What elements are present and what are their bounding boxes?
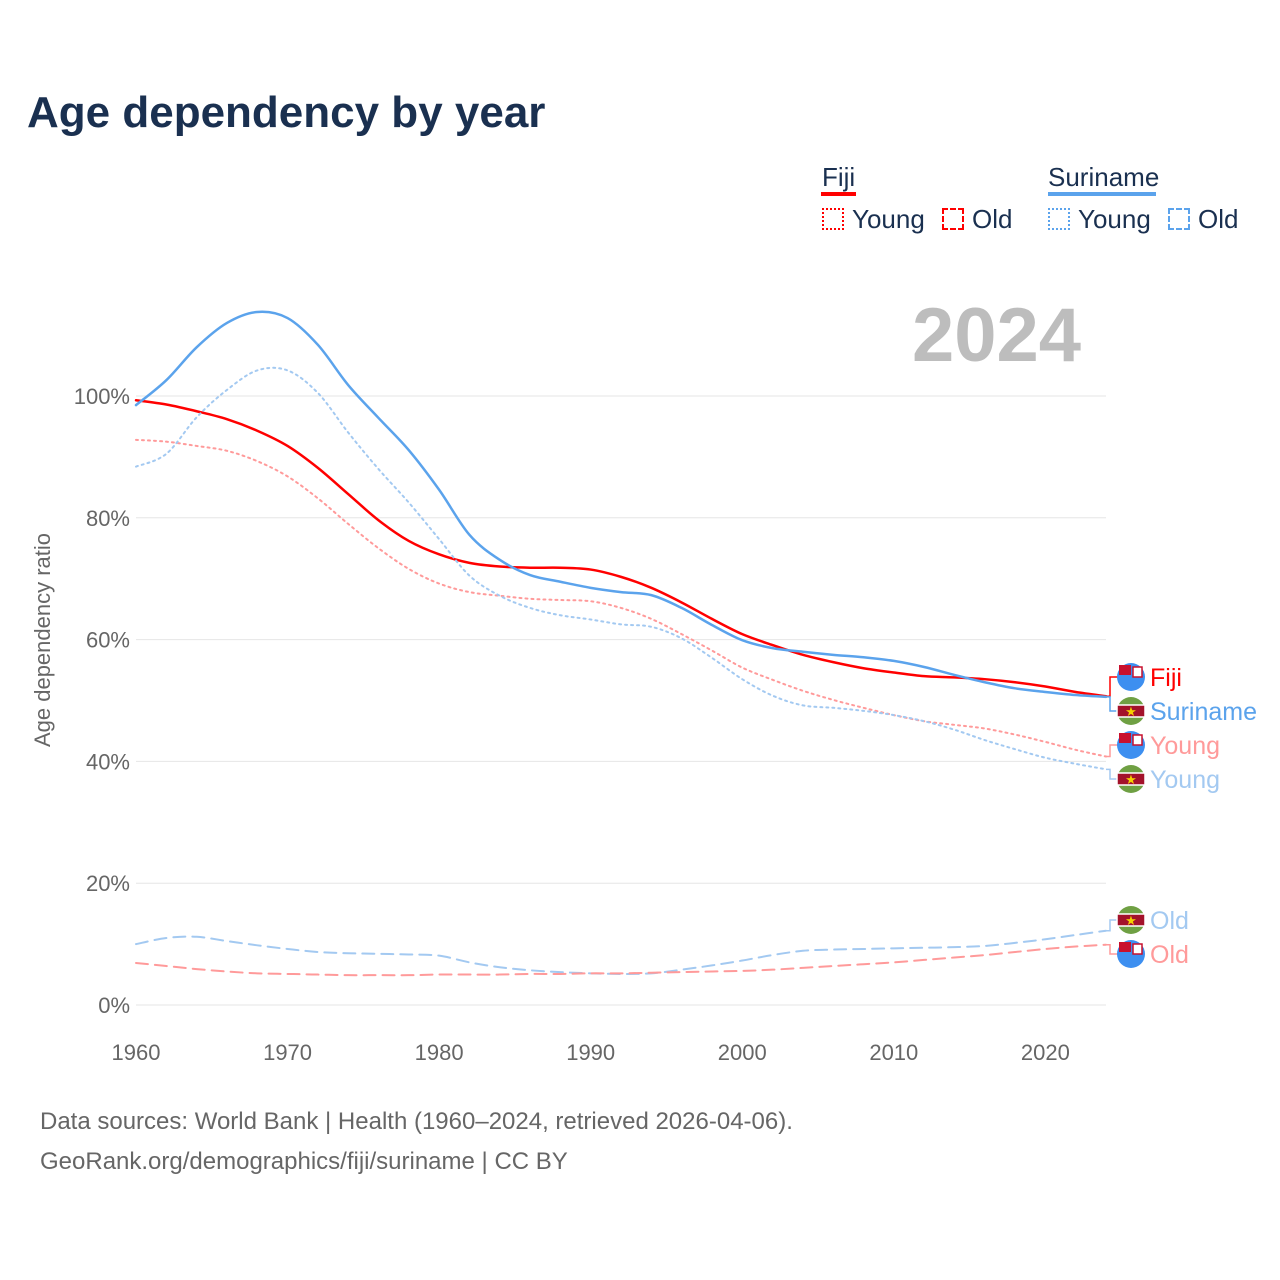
star-icon: ★: [1125, 772, 1137, 787]
year-watermark: 2024: [912, 293, 1082, 378]
legend-suriname-old[interactable]: Old: [1198, 204, 1239, 234]
label-connector: [1106, 676, 1118, 697]
star-icon: ★: [1125, 704, 1137, 719]
label-connector: [1106, 943, 1118, 955]
legend-suriname-young[interactable]: Young: [1078, 204, 1151, 234]
y-tick-label: 60%: [86, 628, 130, 653]
series-line-suriname-young: [135, 366, 1107, 771]
legend-suriname-young-swatch: [1048, 208, 1070, 230]
legend-fiji-young-swatch: [822, 208, 844, 230]
series-line-fiji: [134, 399, 1108, 698]
y-tick-label: 20%: [86, 871, 130, 896]
x-tick-label: 2000: [718, 1040, 767, 1065]
x-tick-label: 1990: [566, 1040, 615, 1065]
x-tick-label: 2010: [869, 1040, 918, 1065]
legend-fiji-label[interactable]: Fiji: [822, 162, 856, 192]
x-tick-label: 1960: [112, 1040, 161, 1065]
label-connector: [1106, 919, 1118, 932]
end-label: Old: [1150, 907, 1189, 935]
fiji-flag-shield: [1132, 943, 1143, 955]
chart-title: Age dependency by year: [27, 88, 546, 137]
y-tick-label: 40%: [86, 749, 130, 774]
x-tick-label: 2020: [1021, 1040, 1070, 1065]
label-connector: [1106, 696, 1118, 712]
legend-fiji-swatch: [821, 192, 856, 196]
source-link[interactable]: GeoRank.org/demographics/fiji/suriname |…: [40, 1148, 568, 1175]
series-line-suriname: [134, 310, 1108, 699]
y-tick-label: 0%: [98, 993, 130, 1018]
series-line-suriname-old: [135, 929, 1107, 975]
star-icon: ★: [1125, 913, 1137, 928]
suriname-flag-band: [1116, 772, 1146, 786]
legend-suriname-swatch: [1048, 192, 1156, 196]
fiji-flag-union: [1119, 942, 1131, 952]
end-label: Old: [1150, 941, 1189, 969]
x-tick-label: 1980: [415, 1040, 464, 1065]
label-connector: [1106, 744, 1118, 758]
legend-fiji-old-swatch: [942, 208, 964, 230]
label-connector: [1106, 768, 1118, 780]
end-label: Suriname: [1150, 698, 1257, 726]
x-tick-label: 1970: [263, 1040, 312, 1065]
legend-fiji-old[interactable]: Old: [972, 204, 1013, 234]
y-axis-label: Age dependency ratio: [30, 533, 55, 747]
source-text: Data sources: World Bank | Health (1960–…: [40, 1108, 793, 1135]
suriname-flag-band: [1116, 913, 1146, 927]
suriname-flag-band: [1116, 704, 1146, 718]
legend-fiji-young[interactable]: Young: [852, 204, 925, 234]
fiji-flag-union: [1119, 733, 1131, 743]
legend-suriname-old-swatch: [1168, 208, 1190, 230]
end-label: Young: [1150, 766, 1220, 794]
legend-suriname-label[interactable]: Suriname: [1048, 162, 1160, 192]
fiji-flag-shield: [1132, 666, 1143, 678]
end-label: Young: [1150, 732, 1220, 760]
fiji-flag-union: [1119, 665, 1131, 675]
fiji-flag-shield: [1132, 734, 1143, 746]
series-line-fiji-young: [135, 438, 1107, 758]
end-label: Fiji: [1150, 664, 1182, 692]
series-line-fiji-old: [135, 943, 1107, 977]
y-tick-label: 100%: [74, 384, 130, 409]
y-tick-label: 80%: [86, 506, 130, 531]
